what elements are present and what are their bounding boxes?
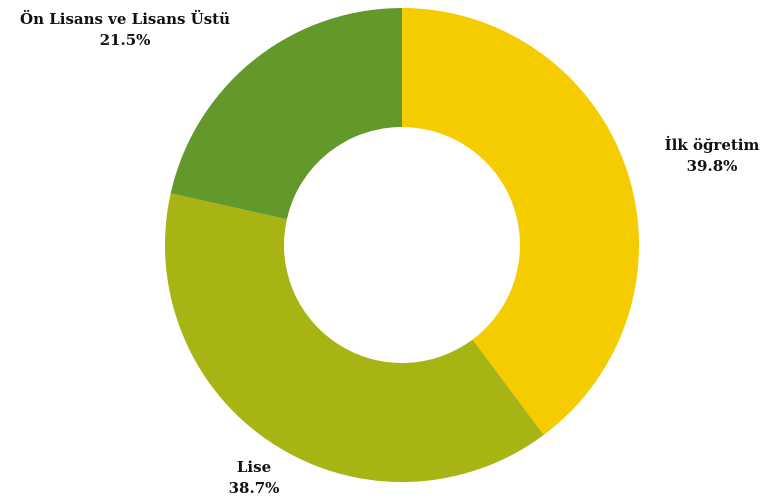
slice-category-label-2: Lise [237,458,271,476]
labels-group: İlk öğretim 39.8% Lise 38.7% Ön Lisans ve Li… [20,9,760,497]
slices-group [165,8,639,482]
donut-slice-3 [170,8,402,220]
slice-category-label-3: Ön Lisans ve Lisans Üstü [20,9,230,28]
slice-category-label-1: İlk öğretim [665,135,760,154]
slice-value-label-1: 39.8% [687,157,738,175]
donut-slice-2 [165,193,544,482]
slice-value-label-3: 21.5% [100,31,151,49]
slice-value-label-2: 38.7% [229,479,280,497]
donut-slice-1 [402,8,639,435]
